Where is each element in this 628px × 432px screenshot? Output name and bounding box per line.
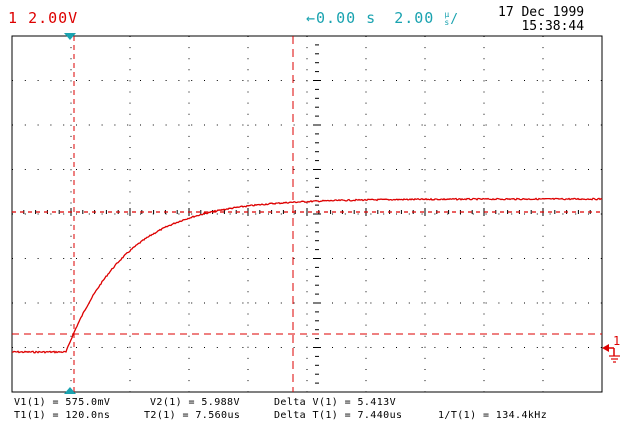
channel-number: 1 — [8, 9, 19, 27]
graticule-center-ticks — [11, 35, 603, 393]
measurement-t1: T1(1) = 120.0ns — [14, 410, 111, 421]
per-div-slash: / — [450, 12, 460, 27]
time-text: 15:38:44 — [521, 19, 585, 34]
timestamp: 17 Dec 1999 15:38:44 — [498, 6, 584, 34]
time-offset: 0.00 s — [316, 9, 377, 27]
measurement-delta-v: Delta V(1) = 5.413V — [274, 397, 396, 408]
measurement-delta-t: Delta T(1) = 7.440us — [274, 410, 403, 421]
time-unit: µ s — [444, 9, 451, 27]
ground-marker-icon: 1 — [602, 334, 620, 363]
time-unit-prefix: µ — [444, 9, 451, 19]
channel-scale: 2.00V — [28, 9, 79, 27]
measurement-row-time: T1(1) = 120.0ns T2(1) = 7.560us Delta T(1)… — [14, 410, 547, 421]
measurement-row-voltage: V1(1) = 575.0mV V2(1) = 5.988V Delta V(1) … — [14, 397, 396, 408]
date-text: 17 Dec 1999 — [498, 5, 585, 20]
trigger-bottom-marker[interactable] — [64, 387, 76, 394]
measurement-inv-t: 1/T(1) = 134.4kHz — [438, 410, 548, 421]
timebase-readout[interactable]: ←0.00 s 2.00 µ s / — [306, 9, 459, 27]
time-per-div: 2.00 — [394, 9, 435, 27]
time-offset-arrow-icon: ← — [306, 9, 317, 27]
waveform-trace — [11, 197, 603, 354]
measurement-v2: V2(1) = 5.988V — [150, 397, 240, 408]
ground-marker-label: 1 — [613, 334, 620, 348]
time-unit-base: s — [444, 17, 451, 27]
measurement-t2: T2(1) = 7.560us — [144, 410, 241, 421]
channel-scale-label[interactable]: 1 2.00V — [8, 9, 78, 27]
measurement-v1: V1(1) = 575.0mV — [14, 397, 111, 408]
trigger-top-marker[interactable] — [64, 33, 76, 40]
